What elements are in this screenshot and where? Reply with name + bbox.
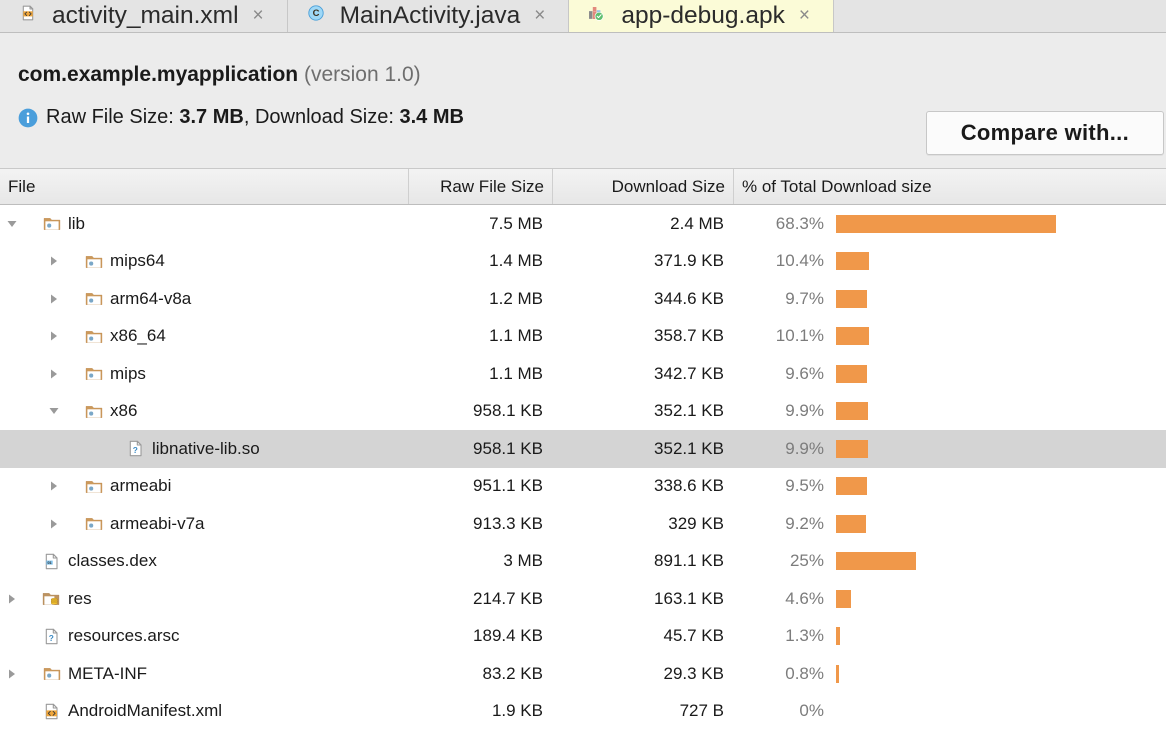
svg-text:01: 01 (47, 561, 51, 565)
svg-text:?: ? (133, 445, 138, 455)
svg-text:?: ? (49, 633, 54, 643)
svg-text:C: C (312, 8, 319, 19)
